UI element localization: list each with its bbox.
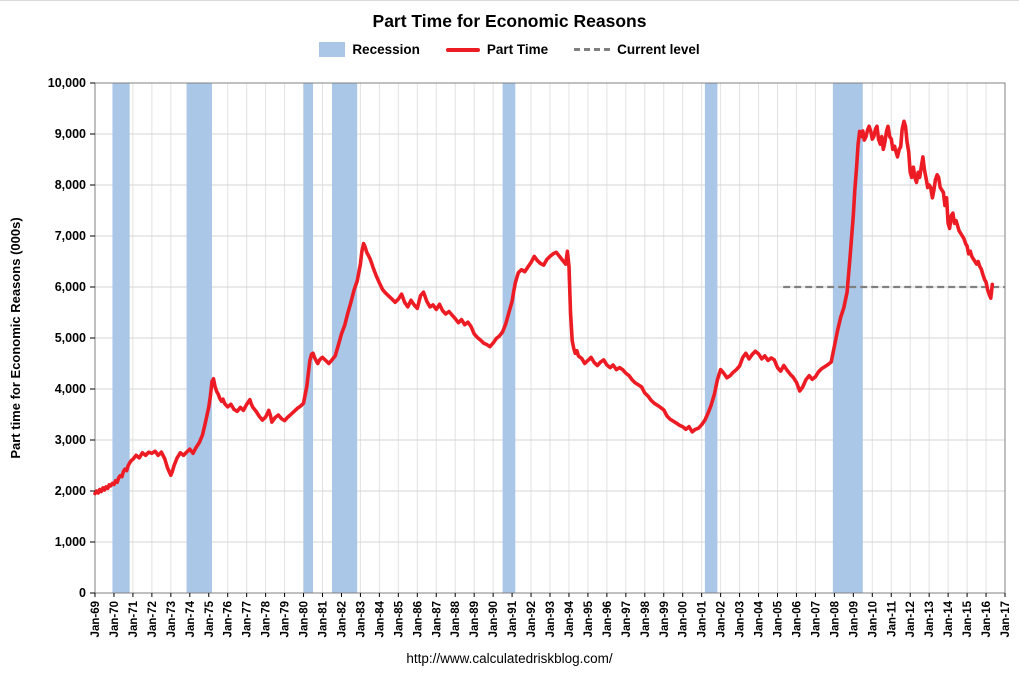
svg-text:Jan-14: Jan-14 xyxy=(943,600,955,637)
plot-area: 0 1,000 2,000 3,000 4,000 5,000 6,000 7,000 8,00… xyxy=(8,76,1012,637)
svg-text:Jan-77: Jan-77 xyxy=(242,601,254,637)
svg-text:Jan-97: Jan-97 xyxy=(621,601,633,637)
svg-text:Jan-89: Jan-89 xyxy=(469,601,481,637)
svg-text:Jan-98: Jan-98 xyxy=(640,600,652,637)
svg-text:Jan-72: Jan-72 xyxy=(147,601,159,637)
svg-text:Jan-00: Jan-00 xyxy=(678,601,690,637)
svg-text:Jan-87: Jan-87 xyxy=(431,601,443,637)
svg-text:6,000: 6,000 xyxy=(55,280,86,294)
svg-text:3,000: 3,000 xyxy=(55,433,86,447)
svg-text:Jan-96: Jan-96 xyxy=(602,601,614,637)
legend-label-recession: Recession xyxy=(352,42,420,57)
svg-text:Jan-95: Jan-95 xyxy=(583,600,595,637)
svg-text:Jan-94: Jan-94 xyxy=(564,600,576,637)
legend-item-current-level: Current level xyxy=(574,42,700,57)
svg-text:Jan-70: Jan-70 xyxy=(109,601,121,637)
svg-text:Part time for Economic Reasons: Part time for Economic Reasons (000s) xyxy=(8,217,23,458)
legend-item-recession: Recession xyxy=(319,42,420,57)
svg-text:Jan-08: Jan-08 xyxy=(829,600,841,637)
svg-text:Jan-15: Jan-15 xyxy=(962,600,974,637)
svg-text:Jan-06: Jan-06 xyxy=(791,601,803,637)
svg-text:9,000: 9,000 xyxy=(55,127,86,141)
svg-text:Jan-80: Jan-80 xyxy=(299,601,311,637)
svg-text:Jan-91: Jan-91 xyxy=(507,600,519,637)
svg-text:Jan-86: Jan-86 xyxy=(412,601,424,637)
svg-text:8,000: 8,000 xyxy=(55,178,86,192)
dashed-line-swatch-icon xyxy=(574,48,611,51)
svg-text:1,000: 1,000 xyxy=(55,535,86,549)
svg-text:Jan-85: Jan-85 xyxy=(393,600,405,637)
chart-title: Part Time for Economic Reasons xyxy=(372,11,647,31)
svg-text:Jan-78: Jan-78 xyxy=(261,600,273,637)
svg-text:Jan-81: Jan-81 xyxy=(318,600,330,637)
svg-text:Jan-02: Jan-02 xyxy=(716,601,728,637)
svg-text:10,000: 10,000 xyxy=(48,76,86,90)
svg-text:2,000: 2,000 xyxy=(55,484,86,498)
svg-text:Jan-93: Jan-93 xyxy=(545,601,557,637)
svg-text:5,000: 5,000 xyxy=(55,331,86,345)
recession-swatch-icon xyxy=(319,42,346,57)
legend-label-part-time: Part Time xyxy=(486,42,549,57)
legend-item-part-time: Part Time xyxy=(445,42,549,57)
svg-text:Jan-12: Jan-12 xyxy=(905,601,917,637)
svg-text:Jan-01: Jan-01 xyxy=(697,600,709,637)
svg-text:Jan-73: Jan-73 xyxy=(166,601,178,637)
source-url: http://www.calculatedriskblog.com/ xyxy=(406,651,613,666)
svg-text:Jan-09: Jan-09 xyxy=(848,601,860,637)
svg-text:Jan-74: Jan-74 xyxy=(185,600,197,637)
svg-text:Jan-82: Jan-82 xyxy=(336,601,348,637)
svg-text:Jan-16: Jan-16 xyxy=(981,601,993,637)
legend-label-current-level: Current level xyxy=(617,42,700,57)
legend: Recession Part Time Current level xyxy=(0,42,1019,57)
svg-text:Jan-84: Jan-84 xyxy=(374,600,386,637)
svg-text:Jan-88: Jan-88 xyxy=(450,600,462,637)
svg-text:Jan-99: Jan-99 xyxy=(659,601,671,637)
svg-text:0: 0 xyxy=(79,586,86,600)
svg-text:Jan-83: Jan-83 xyxy=(355,601,367,637)
svg-text:Jan-04: Jan-04 xyxy=(754,600,766,637)
svg-text:Jan-10: Jan-10 xyxy=(867,601,879,637)
red-line-swatch-icon xyxy=(445,47,480,52)
svg-text:Jan-92: Jan-92 xyxy=(526,601,538,637)
svg-text:Jan-05: Jan-05 xyxy=(773,600,785,637)
svg-text:Jan-11: Jan-11 xyxy=(886,600,898,636)
svg-text:Jan-75: Jan-75 xyxy=(204,600,216,637)
svg-text:4,000: 4,000 xyxy=(55,382,86,396)
svg-text:7,000: 7,000 xyxy=(55,229,86,243)
svg-text:Jan-69: Jan-69 xyxy=(90,601,102,637)
svg-text:Jan-03: Jan-03 xyxy=(735,601,747,637)
svg-text:Jan-76: Jan-76 xyxy=(223,601,235,637)
svg-text:Jan-79: Jan-79 xyxy=(280,601,292,637)
svg-text:Jan-13: Jan-13 xyxy=(924,601,936,637)
svg-text:Jan-71: Jan-71 xyxy=(128,600,140,637)
svg-text:Jan-17: Jan-17 xyxy=(1000,601,1012,637)
svg-text:Jan-90: Jan-90 xyxy=(488,601,500,637)
svg-text:Jan-07: Jan-07 xyxy=(810,601,822,637)
